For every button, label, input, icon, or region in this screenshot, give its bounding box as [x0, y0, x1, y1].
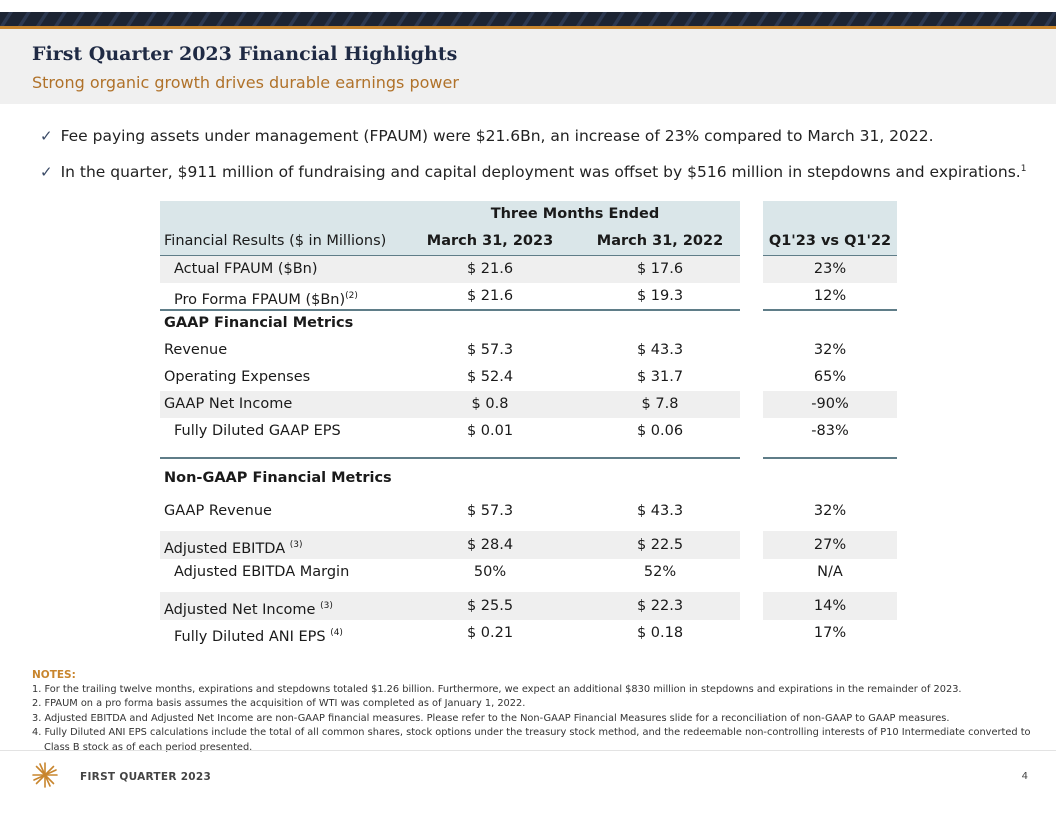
row-band	[160, 531, 740, 559]
row-value-2023: $ 57.3	[466, 503, 514, 519]
row-value-2023: $ 21.6	[466, 288, 514, 304]
row-value-change: N/A	[817, 564, 843, 580]
row-value-2023: $ 28.4	[466, 537, 514, 553]
page-subtitle: Strong organic growth drives durable ear…	[32, 73, 459, 92]
row-value-2022: $ 22.5	[636, 537, 684, 553]
period-header: Three Months Ended	[490, 206, 660, 222]
row-value-2023: $ 0.21	[466, 625, 514, 641]
footnote-ref: (4)	[330, 628, 343, 638]
top-decorative-band	[0, 12, 1056, 26]
row-label: Fully Diluted ANI EPS (4)	[174, 628, 343, 645]
row-value-change: 23%	[813, 261, 847, 277]
row-band	[763, 256, 897, 283]
footer-divider	[0, 750, 1056, 751]
row-value-change: 14%	[813, 598, 847, 614]
bullet-fundraising: ✓ In the quarter, $911 million of fundrai…	[40, 163, 1026, 181]
row-value-2023: $ 0.8	[471, 396, 509, 412]
footnote-ref: (3)	[289, 540, 303, 550]
footnote-ref: (3)	[320, 601, 333, 611]
column-header-2022: March 31, 2022	[596, 233, 724, 249]
sunburst-logo-icon	[32, 762, 58, 788]
row-value-2022: $ 43.3	[636, 503, 684, 519]
divider	[160, 457, 740, 459]
notes-heading: NOTES:	[32, 669, 76, 681]
notes-section: NOTES: 1. For the trailing twelve months…	[32, 668, 1032, 755]
header-box	[0, 29, 1056, 104]
row-label: Operating Expenses	[164, 369, 311, 385]
divider	[763, 255, 897, 257]
row-band	[160, 256, 740, 283]
row-label: Fully Diluted GAAP EPS	[174, 423, 341, 439]
row-label: Adjusted EBITDA (3)	[164, 540, 303, 557]
row-value-2023: $ 52.4	[466, 369, 514, 385]
row-label: GAAP Net Income	[164, 396, 293, 412]
row-value-change: 17%	[813, 625, 847, 641]
divider	[160, 255, 740, 257]
row-value-2023: $ 25.5	[466, 598, 514, 614]
row-band	[160, 592, 740, 620]
footnote-ref: (2)	[345, 291, 358, 301]
row-value-2023: $ 21.6	[466, 261, 514, 277]
row-value-2023: 50%	[473, 564, 507, 580]
row-band	[763, 391, 897, 418]
bullet-text: In the quarter, $911 million of fundrais…	[60, 163, 1021, 181]
row-value-change: 32%	[813, 503, 847, 519]
header-accent-line	[0, 26, 1056, 29]
row-label: Revenue	[164, 342, 228, 358]
row-value-change: 65%	[813, 369, 847, 385]
row-label: GAAP Revenue	[164, 503, 272, 519]
row-value-2023: $ 57.3	[466, 342, 514, 358]
row-band	[763, 592, 897, 620]
column-header-label: Financial Results ($ in Millions)	[164, 233, 387, 249]
column-header-change: Q1'23 vs Q1'22	[768, 233, 892, 249]
section-heading-gaap: GAAP Financial Metrics	[164, 315, 354, 331]
divider	[763, 457, 897, 459]
divider	[160, 309, 740, 311]
row-value-2022: $ 43.3	[636, 342, 684, 358]
row-value-change: -83%	[811, 423, 849, 439]
row-label: Pro Forma FPAUM ($Bn)(2)	[174, 291, 358, 308]
note-item: 3. Adjusted EBITDA and Adjusted Net Inco…	[32, 712, 950, 724]
note-item: 2. FPAUM on a pro forma basis assumes th…	[32, 698, 526, 709]
row-band	[160, 391, 740, 418]
divider	[763, 309, 897, 311]
bullet-text: Fee paying assets under management (FPAU…	[60, 127, 934, 145]
header-band-left	[160, 201, 740, 255]
row-value-change: 12%	[813, 288, 847, 304]
row-value-2022: 52%	[643, 564, 677, 580]
header-band-right	[763, 201, 897, 255]
row-value-2022: $ 31.7	[636, 369, 684, 385]
section-heading-non-gaap: Non-GAAP Financial Metrics	[164, 470, 392, 486]
row-value-2022: $ 0.18	[636, 625, 684, 641]
row-label: Actual FPAUM ($Bn)	[174, 261, 318, 277]
row-value-2022: $ 7.8	[641, 396, 679, 412]
checkmark-icon: ✓	[40, 163, 53, 181]
row-label: Adjusted Net Income (3)	[164, 601, 333, 618]
row-value-2022: $ 17.6	[636, 261, 684, 277]
page-number: 4	[1021, 771, 1028, 782]
row-value-2022: $ 0.06	[636, 423, 684, 439]
row-label: Adjusted EBITDA Margin	[174, 564, 350, 580]
row-value-change: 32%	[813, 342, 847, 358]
footer-label: FIRST QUARTER 2023	[80, 771, 212, 783]
row-value-2023: $ 0.01	[466, 423, 514, 439]
checkmark-icon: ✓	[40, 127, 53, 145]
note-item: 1. For the trailing twelve months, expir…	[32, 683, 962, 695]
row-value-2022: $ 19.3	[636, 288, 684, 304]
row-value-change: -90%	[811, 396, 849, 412]
bullet-fpaum: ✓ Fee paying assets under management (FPA…	[40, 127, 934, 145]
footnote-ref: 1	[1020, 163, 1027, 174]
note-item: 4. Fully Diluted ANI EPS calculations in…	[32, 727, 1031, 753]
page-title: First Quarter 2023 Financial Highlights	[32, 43, 458, 65]
row-value-2022: $ 22.3	[636, 598, 684, 614]
column-header-2023: March 31, 2023	[426, 233, 554, 249]
row-value-change: 27%	[813, 537, 847, 553]
row-band	[763, 531, 897, 559]
